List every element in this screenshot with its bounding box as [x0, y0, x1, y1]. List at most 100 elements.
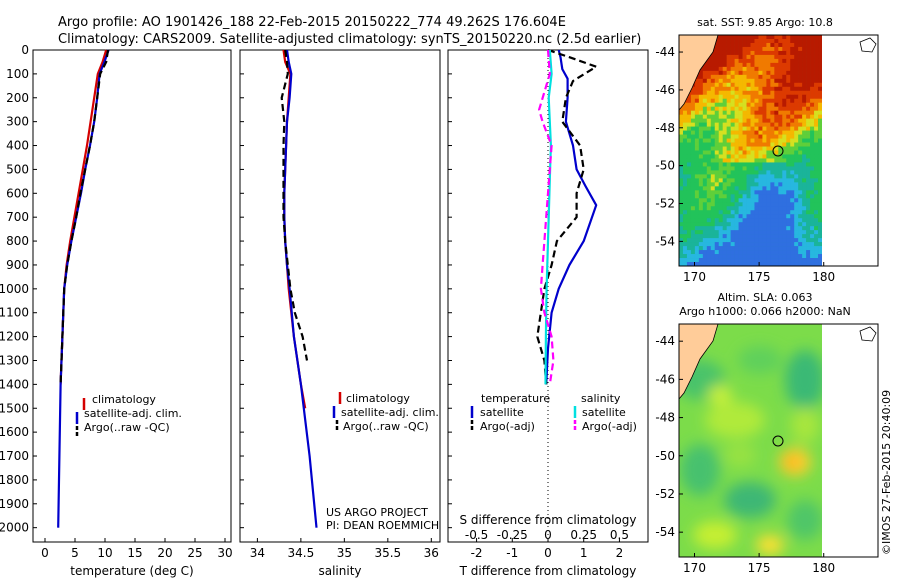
sst-cell: [734, 74, 739, 80]
sst-cell: [730, 110, 735, 115]
sst-cell: [710, 150, 716, 155]
series-line: [537, 49, 555, 385]
sst-cell: [770, 154, 775, 159]
sst-cell: [794, 58, 799, 64]
sst-cell: [726, 98, 731, 103]
sst-cell: [814, 254, 819, 259]
sst-cell: [706, 250, 712, 255]
sst-cell: [726, 230, 731, 235]
sst-cell: [802, 222, 807, 227]
sst-cell: [790, 82, 795, 88]
sst-map-axes: 170 175 180-44-46-48-50-52-54: [655, 45, 835, 284]
sst-cell: [802, 246, 807, 251]
sst-cell: [778, 42, 783, 48]
sst-cell: [814, 170, 819, 175]
sst-cell: [738, 206, 743, 211]
sst-cell: [814, 222, 819, 227]
sst-cell: [714, 130, 720, 135]
sst-cell: [690, 86, 696, 92]
sst-cell: [774, 218, 779, 223]
sst-cell: [766, 218, 771, 223]
sst-cell: [802, 90, 807, 96]
sst-cell: [686, 142, 692, 147]
sst-cell: [734, 230, 739, 235]
sst-cell: [790, 238, 795, 243]
sst-cell: [770, 94, 775, 100]
sst-cell: [766, 230, 771, 235]
sst-cell: [778, 170, 783, 175]
sst-cell: [730, 234, 735, 239]
sst-cell: [742, 186, 747, 191]
sst-cell: [686, 122, 692, 127]
sst-cell: [750, 186, 755, 191]
legend-climatology-temp: climatology: [92, 393, 156, 406]
sst-cell: [786, 254, 791, 259]
sst-cell: [682, 198, 688, 203]
sst-cell: [702, 102, 708, 107]
sst-cell: [702, 170, 708, 175]
sst-cell: [718, 54, 723, 60]
sst-cell: [814, 210, 819, 215]
sst-cell: [786, 150, 791, 155]
sst-cell: [679, 134, 684, 139]
sst-cell: [778, 198, 783, 203]
sst-cell: [754, 170, 759, 175]
sst-cell: [690, 222, 696, 227]
sst-cell: [754, 162, 759, 167]
sst-cell: [718, 106, 723, 111]
sst-cell: [726, 182, 731, 187]
sst-cell: [718, 58, 723, 64]
sst-cell: [786, 42, 791, 48]
map-y-tick-label: -44: [655, 334, 675, 348]
sst-cell: [730, 46, 735, 52]
sst-cell: [762, 130, 767, 135]
sst-cell: [722, 150, 727, 155]
sst-cell: [762, 154, 767, 159]
sst-cell: [726, 154, 731, 159]
sst-cell: [766, 170, 771, 175]
sst-cell: [730, 90, 735, 96]
sst-cell: [714, 38, 720, 44]
sst-cell: [770, 246, 775, 251]
sst-cell: [786, 35, 791, 40]
sst-cell: [770, 35, 775, 40]
sst-cell: [682, 166, 688, 171]
sst-cell: [718, 242, 723, 247]
sst-cell: [726, 62, 731, 68]
sst-cell: [750, 198, 755, 203]
sst-cell: [802, 150, 807, 155]
map-y-tick-label: -54: [655, 525, 675, 539]
sst-cell: [818, 62, 822, 68]
sst-cell: [710, 210, 716, 215]
x-tick-label: 36: [424, 546, 439, 560]
sst-cell: [750, 158, 755, 163]
sst-cell: [690, 154, 696, 159]
sst-cell: [810, 78, 815, 84]
sst-cell: [778, 242, 783, 247]
sst-cell: [758, 46, 763, 52]
sst-cell: [702, 166, 708, 171]
sst-cell: [698, 166, 704, 171]
sst-cell: [770, 238, 775, 243]
sst-cell: [718, 206, 723, 211]
sst-cell: [746, 198, 751, 203]
sst-cell: [686, 182, 692, 187]
sst-cell: [778, 202, 783, 207]
sst-cell: [722, 262, 727, 266]
sst-cell: [798, 230, 803, 235]
sst-cell: [790, 214, 795, 219]
sst-cell: [702, 250, 708, 255]
sst-cell: [766, 174, 771, 179]
sst-cell: [730, 82, 735, 88]
sst-cell: [794, 238, 799, 243]
sst-cell: [738, 258, 743, 263]
sst-cell: [778, 94, 783, 100]
sst-cell: [782, 46, 787, 52]
sst-cell: [710, 226, 716, 231]
sst-cell: [778, 218, 783, 223]
sst-cell: [734, 122, 739, 127]
sst-cell: [798, 158, 803, 163]
sst-cell: [774, 242, 779, 247]
sst-cell: [774, 118, 779, 123]
sst-cell: [746, 158, 751, 163]
